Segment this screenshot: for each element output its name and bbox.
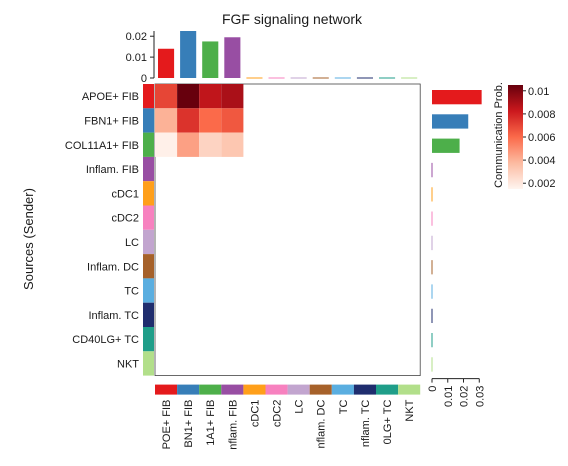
heatmap-cell-col11a1-fib-to-fbn1-fib bbox=[177, 132, 200, 157]
right-bar-tick-label: 0.03 bbox=[474, 386, 486, 407]
source-color-nkt bbox=[143, 351, 154, 376]
heatmap-cell-fbn1-fib-to-apoe-fib bbox=[155, 108, 178, 133]
source-color-inflam-fib bbox=[143, 156, 154, 182]
colorbar-tick-label: 0.006 bbox=[528, 132, 556, 144]
heatmap-cell-apoe-fib-to-apoe-fib bbox=[155, 84, 178, 109]
colorbar-tick-label: 0.008 bbox=[528, 109, 556, 121]
colorbar bbox=[508, 85, 523, 189]
source-label-col11a1-fib: COL11A1+ FIB bbox=[65, 140, 139, 152]
top-bar-col11a1-fib bbox=[202, 41, 219, 78]
heatmap-cell-col11a1-fib-to-apoe-fib bbox=[155, 132, 178, 157]
right-bar-fbn1-fib bbox=[432, 114, 469, 129]
top-bar-fbn1-fib bbox=[180, 31, 197, 78]
target-color-inflam-fib bbox=[221, 384, 244, 395]
target-label-cd40lg-tc: 0LG+ TC bbox=[382, 400, 394, 445]
source-label-fbn1-fib: FBN1+ FIB bbox=[84, 115, 139, 127]
target-label-inflam-tc: nflam. TC bbox=[360, 400, 372, 448]
source-color-col11a1-fib bbox=[143, 132, 154, 157]
target-color-inflam-tc bbox=[353, 384, 376, 395]
target-color-nkt bbox=[398, 384, 421, 395]
chart-marks: APOE+ FIB FBN1+ FIB COL11A1+ FIB Inflam. FI… bbox=[65, 31, 556, 450]
target-color-cd40lg-tc bbox=[376, 384, 399, 395]
right-bar-col11a1-fib bbox=[432, 138, 460, 153]
heatmap-cell-col11a1-fib-to-inflam-fib bbox=[221, 132, 244, 157]
target-label-cdc1: cDC1 bbox=[249, 400, 261, 428]
source-color-cd40lg-tc bbox=[143, 327, 154, 352]
heatmap-cell-apoe-fib-to-col11a1-fib bbox=[199, 84, 222, 109]
source-label-cdc1: cDC1 bbox=[111, 188, 139, 200]
target-color-col11a1-fib bbox=[199, 384, 222, 395]
target-label-cdc2: cDC2 bbox=[272, 400, 284, 428]
target-color-cdc1 bbox=[243, 384, 266, 395]
source-color-inflam-tc bbox=[143, 302, 154, 327]
heatmap-cell-fbn1-fib-to-fbn1-fib bbox=[177, 108, 200, 133]
top-bar-inflam-fib bbox=[224, 37, 241, 78]
target-label-inflam-fib: nflam. FIB bbox=[227, 400, 239, 450]
source-label-lc: LC bbox=[125, 237, 139, 249]
target-label-apoe-fib: POE+ FIB bbox=[161, 400, 173, 450]
source-label-inflam-dc: Inflam. DC bbox=[87, 261, 139, 273]
top-bar-apoe-fib bbox=[158, 48, 175, 78]
heatmap-cell-fbn1-fib-to-col11a1-fib bbox=[199, 108, 222, 133]
target-label-lc: LC bbox=[294, 400, 306, 414]
source-color-apoe-fib bbox=[143, 84, 154, 109]
heatmap-cell-apoe-fib-to-inflam-fib bbox=[221, 84, 244, 109]
target-color-lc bbox=[287, 384, 310, 395]
source-color-tc bbox=[143, 278, 154, 303]
target-color-fbn1-fib bbox=[177, 384, 200, 395]
source-label-apoe-fib: APOE+ FIB bbox=[82, 91, 139, 103]
source-color-lc bbox=[143, 229, 154, 255]
colorbar-tick-label: 0.002 bbox=[528, 178, 556, 190]
target-color-apoe-fib bbox=[155, 384, 178, 395]
top-bar-tick-label: 0.01 bbox=[126, 52, 147, 64]
heatmap-cell-apoe-fib-to-fbn1-fib bbox=[177, 84, 200, 109]
right-bar-tick-label: 0.02 bbox=[459, 386, 471, 407]
target-color-tc bbox=[331, 384, 354, 395]
chart-title: FGF signaling network bbox=[222, 11, 363, 27]
target-label-tc: TC bbox=[338, 400, 350, 415]
heatmap-cell-fbn1-fib-to-inflam-fib bbox=[221, 108, 244, 133]
target-label-col11a1-fib: 1A1+ FIB bbox=[205, 400, 217, 446]
target-color-cdc2 bbox=[265, 384, 288, 395]
target-label-fbn1-fib: BN1+ FIB bbox=[183, 400, 195, 448]
right-bar-tick-label: 0 bbox=[427, 386, 439, 392]
colorbar-label: Communication Prob. bbox=[493, 82, 505, 188]
source-label-nkt: NKT bbox=[117, 358, 139, 370]
source-color-fbn1-fib bbox=[143, 108, 154, 133]
colorbar-tick-label: 0.01 bbox=[528, 86, 549, 98]
source-label-tc: TC bbox=[124, 286, 139, 298]
target-label-inflam-dc: nflam. DC bbox=[316, 400, 328, 449]
top-bar-tick-label: 0 bbox=[141, 73, 147, 85]
target-label-nkt: NKT bbox=[404, 399, 416, 421]
source-color-cdc1 bbox=[143, 181, 154, 206]
right-bar-tick-label: 0.01 bbox=[443, 386, 455, 407]
top-bar-tick-label: 0.02 bbox=[126, 31, 147, 43]
target-color-inflam-dc bbox=[309, 384, 332, 395]
right-bar-apoe-fib bbox=[432, 90, 482, 105]
source-color-inflam-dc bbox=[143, 254, 154, 279]
y-axis-label: Sources (Sender) bbox=[21, 188, 36, 290]
source-label-inflam-tc: Inflam. TC bbox=[88, 310, 139, 322]
heatmap-cell-col11a1-fib-to-col11a1-fib bbox=[199, 132, 222, 157]
source-label-inflam-fib: Inflam. FIB bbox=[86, 164, 139, 176]
source-label-cdc2: cDC2 bbox=[111, 213, 139, 225]
colorbar-tick-label: 0.004 bbox=[528, 155, 556, 167]
source-color-cdc2 bbox=[143, 205, 154, 230]
source-label-cd40lg-tc: CD40LG+ TC bbox=[72, 334, 139, 346]
